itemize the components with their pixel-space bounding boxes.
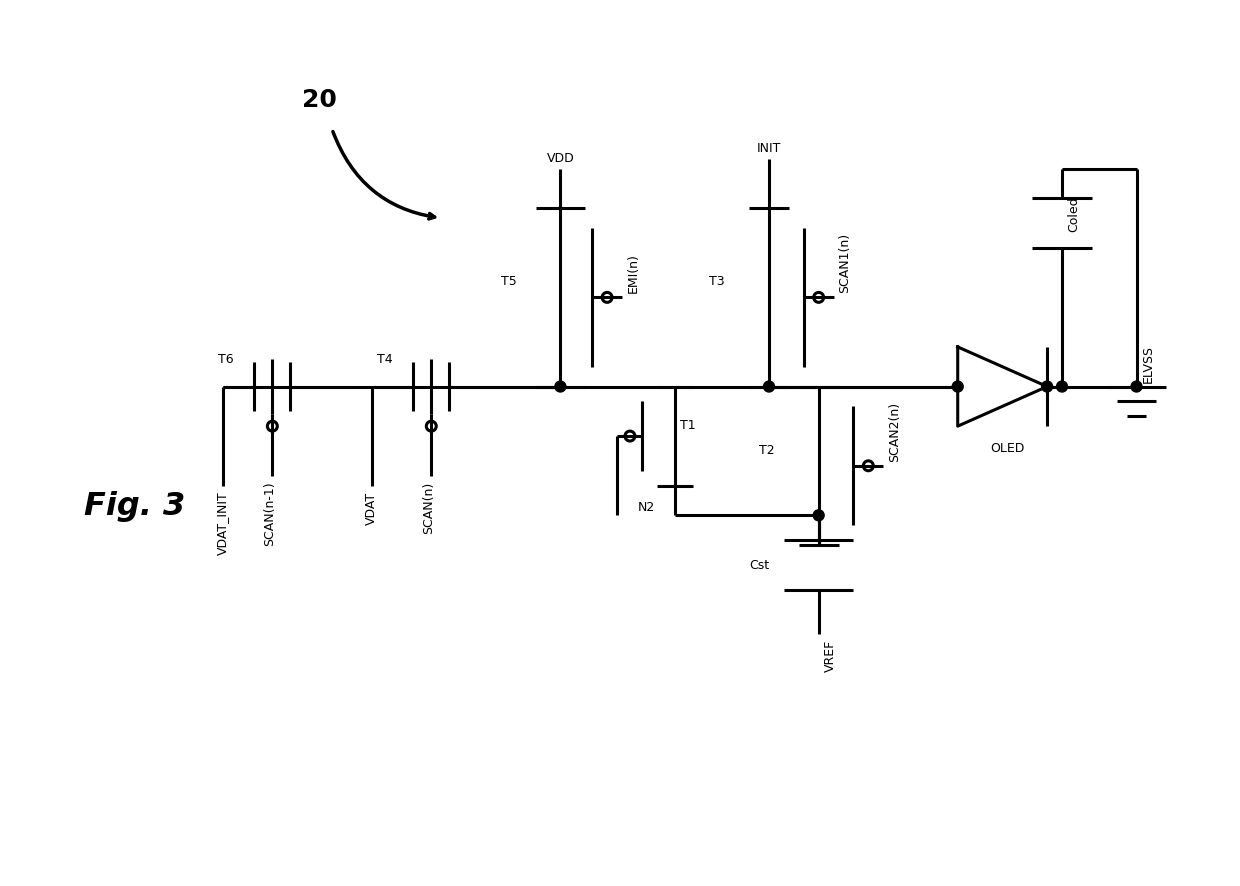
Circle shape bbox=[556, 382, 565, 392]
Text: T2: T2 bbox=[759, 443, 775, 456]
Text: INIT: INIT bbox=[756, 142, 781, 154]
Text: T1: T1 bbox=[680, 419, 696, 431]
Text: VDAT: VDAT bbox=[366, 491, 378, 525]
Text: SCAN1(n): SCAN1(n) bbox=[838, 233, 852, 293]
Text: EMI(n): EMI(n) bbox=[627, 253, 640, 293]
Text: SCAN(n-1): SCAN(n-1) bbox=[263, 481, 275, 546]
Text: VDD: VDD bbox=[547, 152, 574, 165]
Text: VREF: VREF bbox=[823, 640, 837, 672]
Text: OLED: OLED bbox=[991, 441, 1024, 455]
Text: SCAN2(n): SCAN2(n) bbox=[888, 401, 901, 462]
Text: N2: N2 bbox=[637, 501, 655, 514]
Text: ELVSS: ELVSS bbox=[1142, 344, 1154, 382]
Circle shape bbox=[1056, 382, 1068, 392]
Circle shape bbox=[813, 510, 825, 521]
Text: VDAT_INIT: VDAT_INIT bbox=[216, 491, 229, 555]
Text: 20: 20 bbox=[303, 88, 337, 113]
Text: Coled: Coled bbox=[1066, 196, 1080, 232]
Circle shape bbox=[764, 382, 775, 392]
Text: T3: T3 bbox=[709, 276, 725, 288]
Circle shape bbox=[1042, 382, 1053, 392]
Text: T5: T5 bbox=[501, 276, 517, 288]
Text: T6: T6 bbox=[218, 353, 233, 365]
Text: Fig. 3: Fig. 3 bbox=[83, 490, 185, 521]
Text: T4: T4 bbox=[377, 353, 392, 365]
Text: Cst: Cst bbox=[749, 559, 769, 571]
Circle shape bbox=[1131, 382, 1142, 392]
Text: SCAN(n): SCAN(n) bbox=[422, 481, 435, 533]
Circle shape bbox=[952, 382, 963, 392]
Polygon shape bbox=[957, 347, 1047, 427]
